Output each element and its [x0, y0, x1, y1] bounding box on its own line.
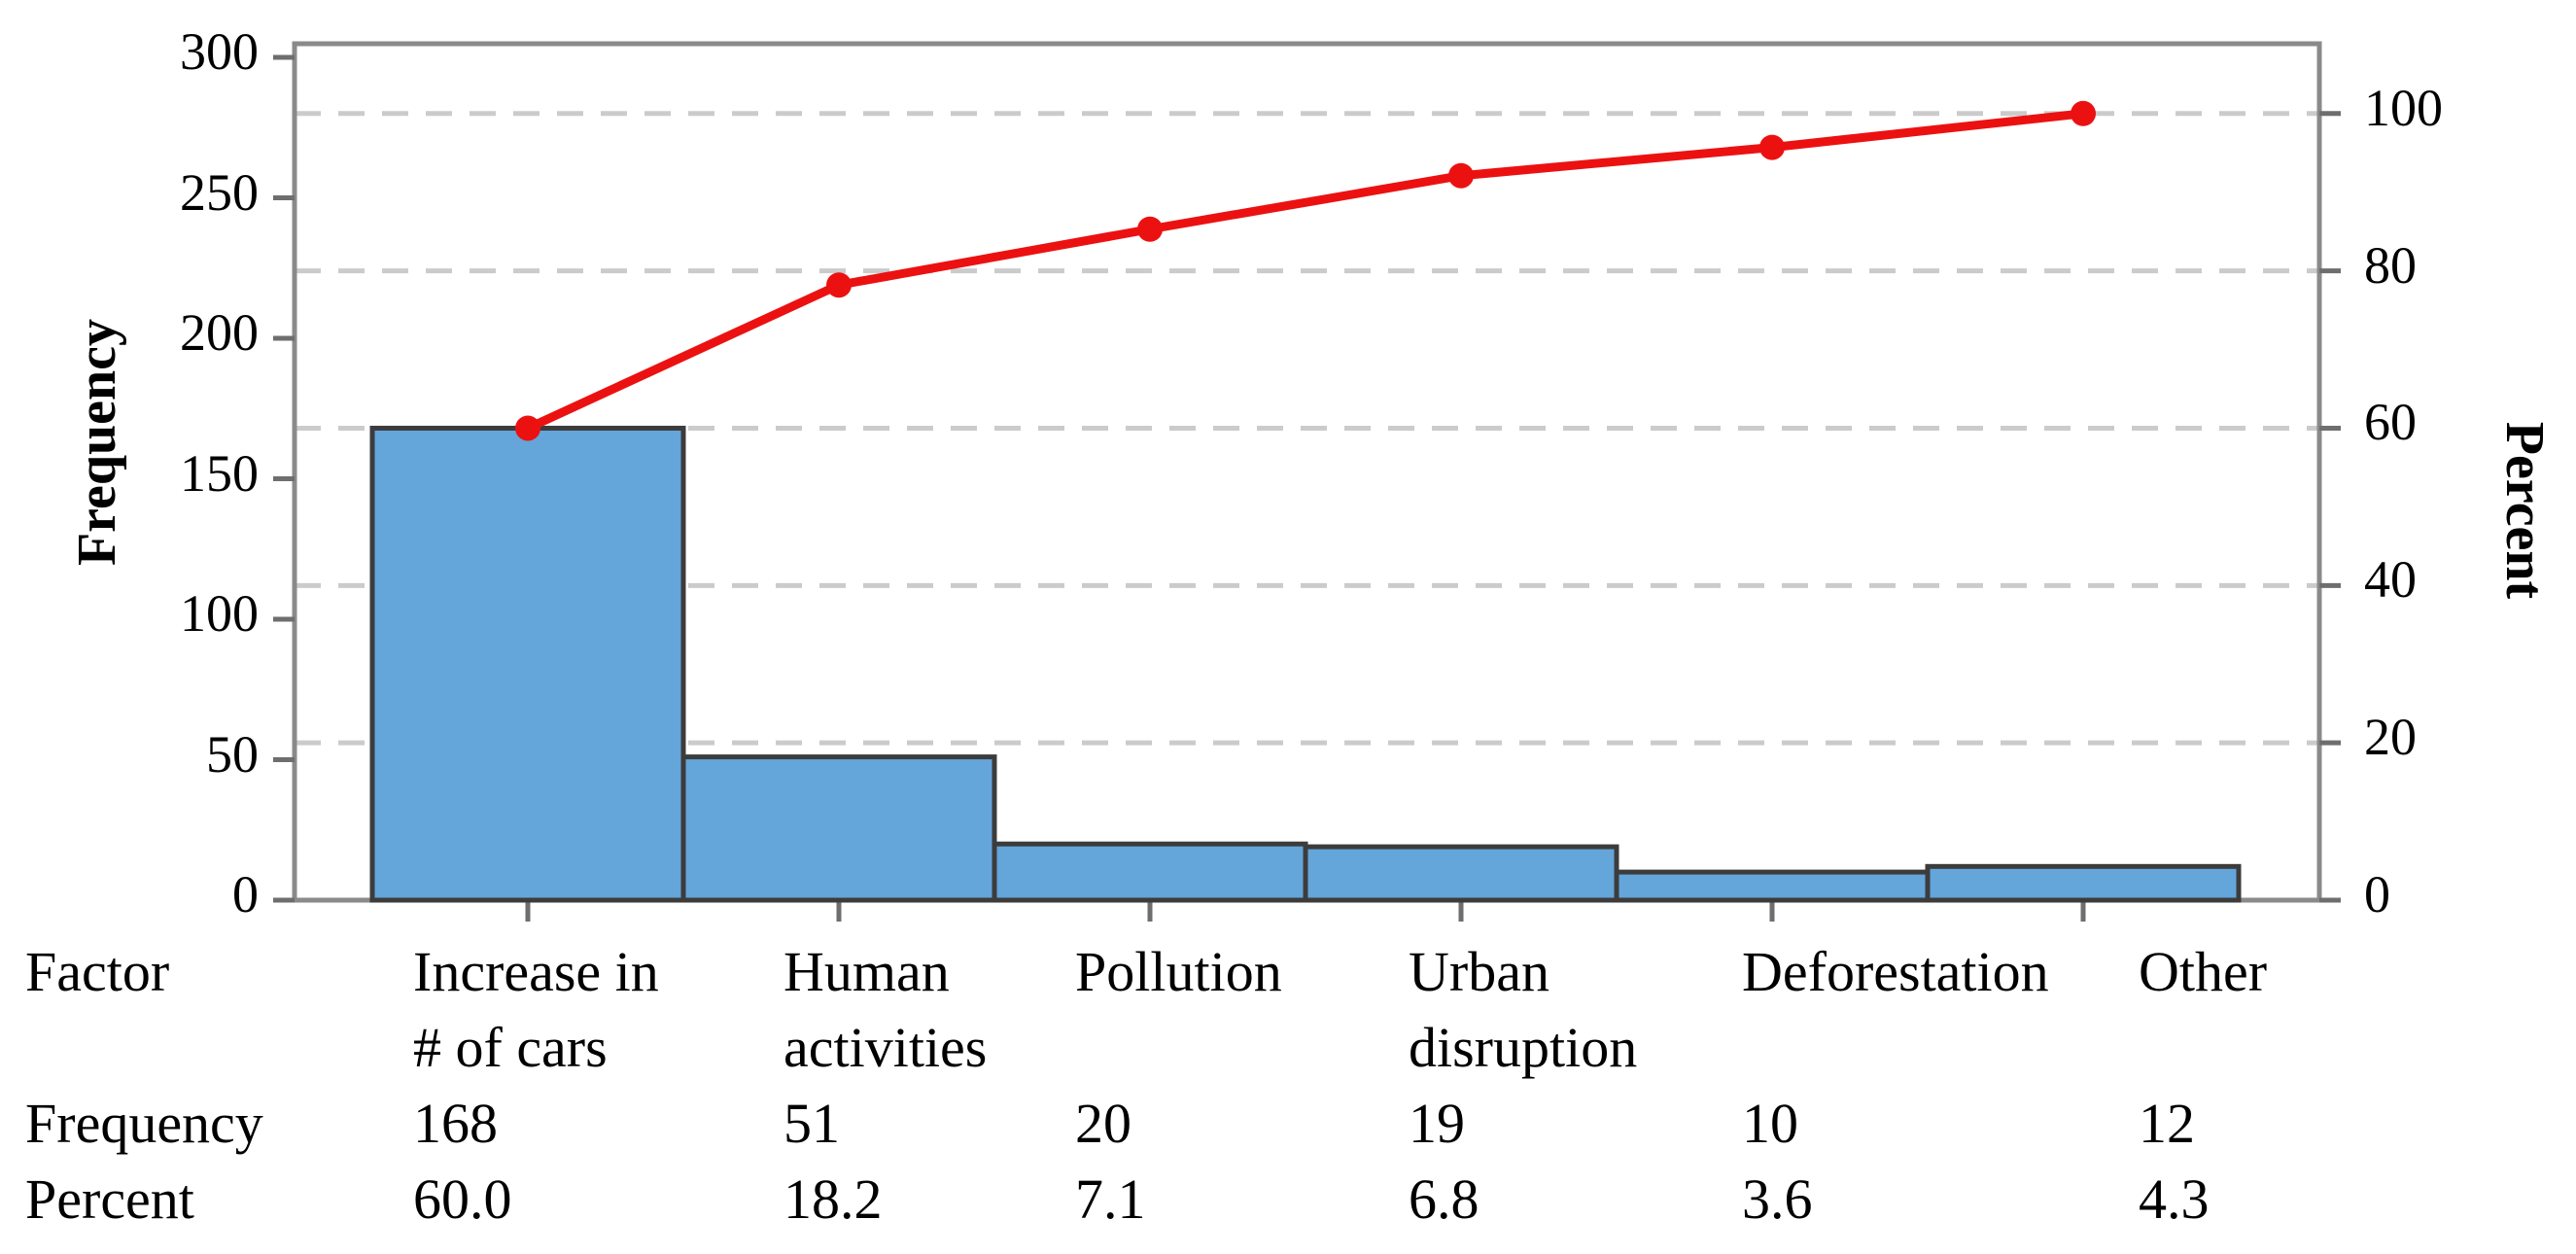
- frequency-bar: [369, 425, 686, 903]
- freq-tick-label: 200: [180, 303, 259, 362]
- frequency-bar: [1925, 863, 2242, 903]
- table-cell-percent: 18.2: [783, 1167, 883, 1231]
- freq-tick-label: 100: [180, 584, 259, 643]
- cumulative-percent-point: [1759, 134, 1785, 160]
- table-cell-percent: 4.3: [2139, 1167, 2210, 1231]
- cumulative-percent-point: [2071, 100, 2096, 126]
- table-cell-percent: 7.1: [1075, 1167, 1146, 1231]
- cumulative-percent-point: [515, 415, 540, 441]
- cumulative-percent-line: [526, 109, 2084, 433]
- table-cell-percent: 6.8: [1409, 1167, 1479, 1231]
- percent-tick-label: 0: [2364, 865, 2390, 923]
- freq-tick-label: 50: [206, 724, 259, 784]
- table-cell-percent: 3.6: [1742, 1167, 1813, 1231]
- table-row-label-factor: Factor: [25, 940, 170, 1003]
- frequency-bar: [1303, 844, 1619, 903]
- table-cell-frequency: 12: [2139, 1092, 2195, 1155]
- percent-tick-label: 100: [2364, 78, 2443, 137]
- frequency-bar: [1614, 869, 1931, 903]
- cumulative-percent-point: [1448, 162, 1474, 189]
- percent-tick-label: 80: [2364, 235, 2417, 295]
- table-cell-factor: Deforestation: [1742, 940, 2049, 1003]
- table-cell-frequency: 51: [783, 1092, 840, 1155]
- frequency-bar: [992, 841, 1308, 903]
- table-cell-frequency: 10: [1742, 1092, 1798, 1155]
- table-cell-frequency: 19: [1409, 1092, 1465, 1155]
- cumulative-percent-point: [826, 272, 852, 298]
- table-cell-factor: Other: [2139, 940, 2268, 1003]
- table-cell-factor: Urban disruption: [1409, 940, 1638, 1079]
- table-cell-factor: Pollution: [1075, 940, 1282, 1003]
- frequency-bar: [680, 754, 997, 903]
- table-cell-frequency: 168: [413, 1092, 498, 1155]
- freq-tick-label: 250: [180, 162, 259, 222]
- percent-tick-label: 60: [2364, 393, 2417, 452]
- freq-tick-label: 150: [180, 443, 259, 503]
- table-cell-factor: Increase in # of cars: [413, 940, 659, 1079]
- freq-tick-label: 0: [232, 865, 259, 923]
- table-row-label-frequency: Frequency: [25, 1092, 263, 1155]
- table-cell-percent: 60.0: [413, 1167, 512, 1231]
- table-cell-frequency: 20: [1075, 1092, 1131, 1155]
- percent-tick-label: 40: [2364, 550, 2417, 610]
- percent-tick-label: 20: [2364, 708, 2417, 767]
- freq-tick-label: 300: [180, 22, 259, 81]
- cumulative-percent-point: [1137, 216, 1163, 242]
- table-cell-factor: Human activities: [783, 940, 988, 1079]
- table-row-label-percent: Percent: [25, 1167, 194, 1231]
